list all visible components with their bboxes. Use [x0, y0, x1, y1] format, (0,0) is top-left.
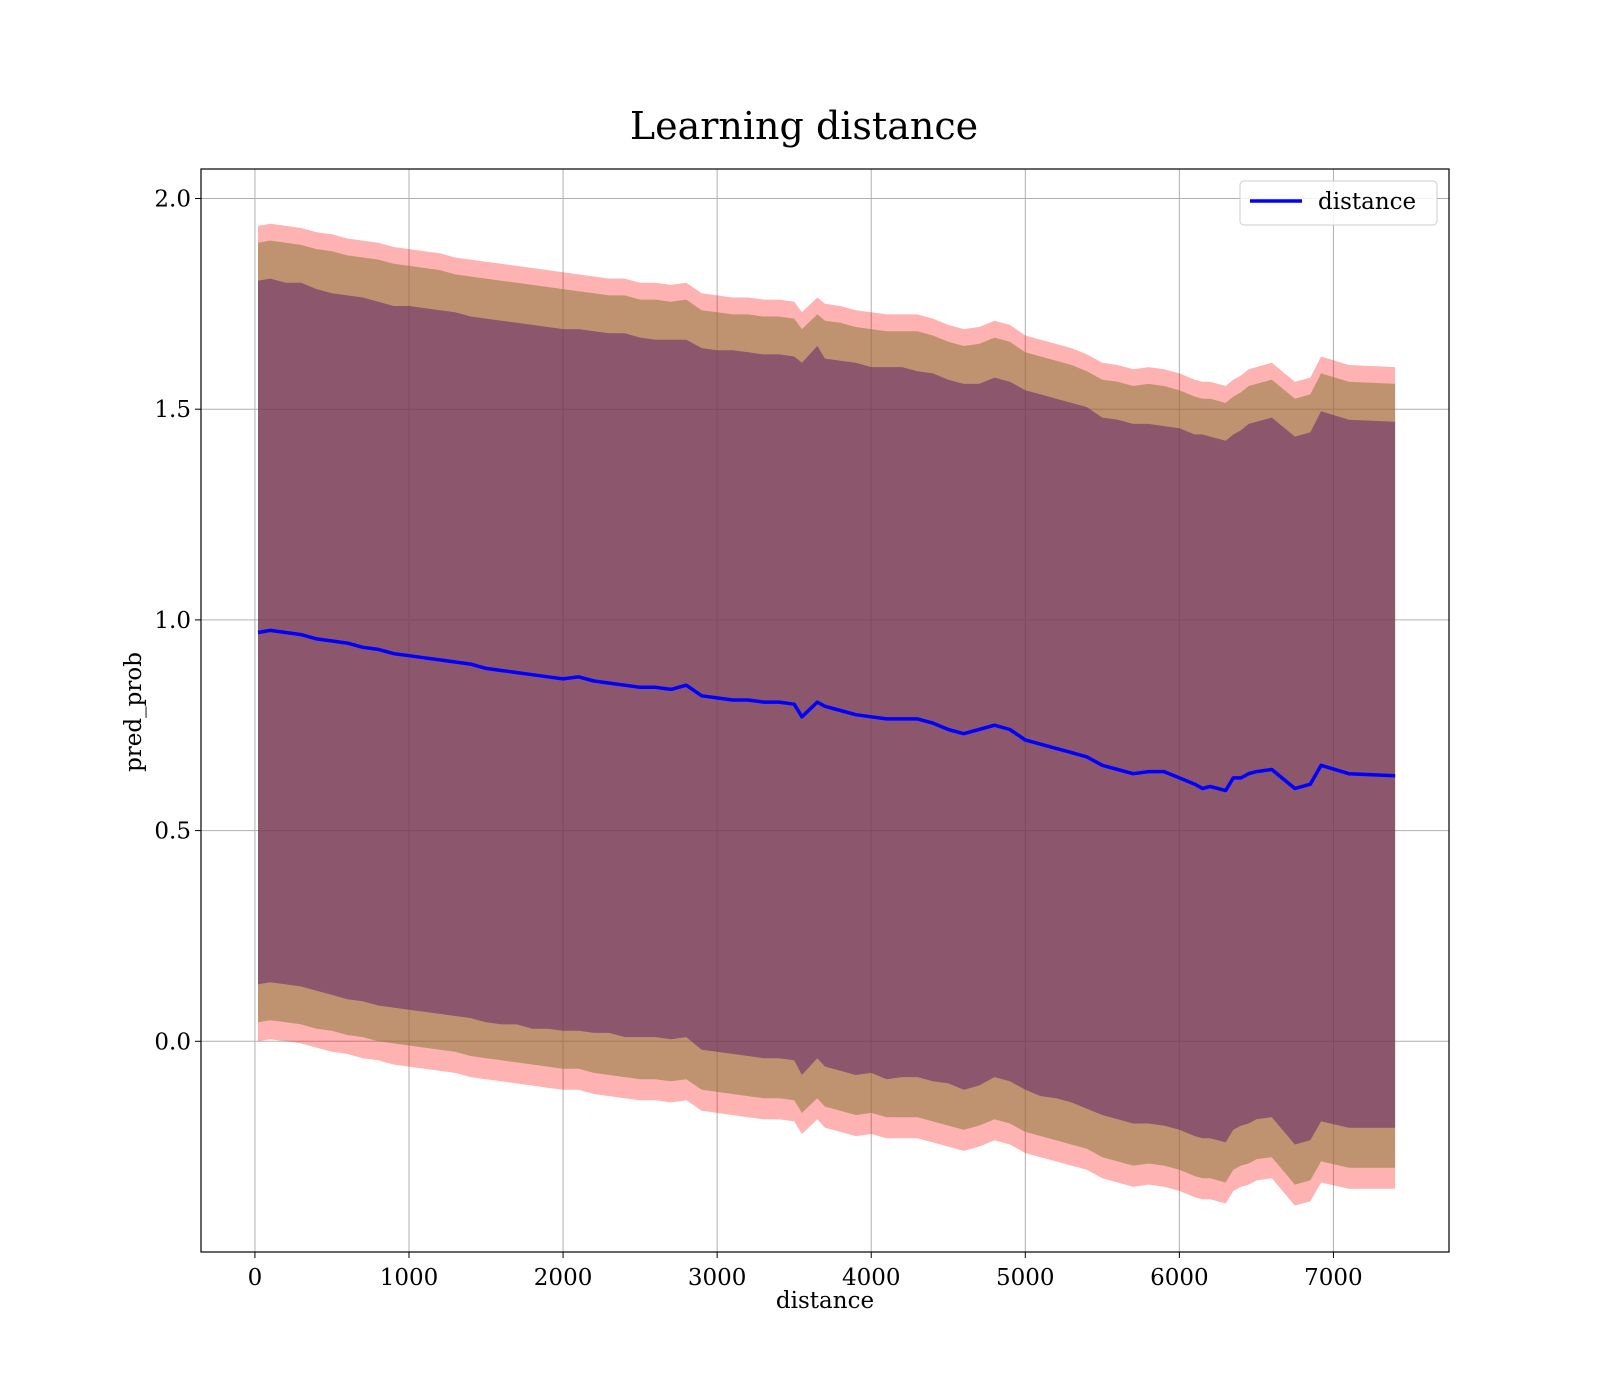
legend-label-distance: distance	[1318, 189, 1416, 215]
x-tick-label-2: 2000	[534, 1265, 593, 1291]
x-tick-label-4: 4000	[842, 1265, 901, 1291]
y-tick-label-1: 0.5	[154, 819, 191, 845]
x-tick-label-0: 0	[248, 1265, 263, 1291]
legend: distance	[1239, 180, 1438, 226]
y-axis-label: pred_prob	[121, 652, 147, 772]
y-tick-label-3: 1.5	[154, 397, 191, 423]
y-tick-label-4: 2.0	[154, 186, 191, 212]
series-lines	[257, 628, 1396, 793]
legend-box	[1239, 180, 1438, 226]
confidence-bands	[258, 223, 1396, 1206]
axis-ticks: 0 1000 2000 3000 4000 5000 6000 7000 0.0 0.5 1.0 1.…	[154, 186, 1362, 1291]
x-tick-label-5: 5000	[996, 1265, 1055, 1291]
x-tick-label-6: 6000	[1150, 1265, 1209, 1291]
band-inner	[258, 278, 1396, 1145]
y-tick-label-0: 0.0	[154, 1029, 191, 1055]
y-tick-label-2: 1.0	[154, 608, 191, 634]
x-tick-label-3: 3000	[688, 1265, 747, 1291]
series-line-distance	[257, 628, 1396, 793]
plot-frame	[200, 168, 1450, 1253]
x-tick-label-1: 1000	[380, 1265, 439, 1291]
x-axis-label: distance	[776, 1288, 874, 1314]
chart-title: Learning distance	[630, 104, 978, 148]
x-tick-label-7: 7000	[1304, 1265, 1363, 1291]
